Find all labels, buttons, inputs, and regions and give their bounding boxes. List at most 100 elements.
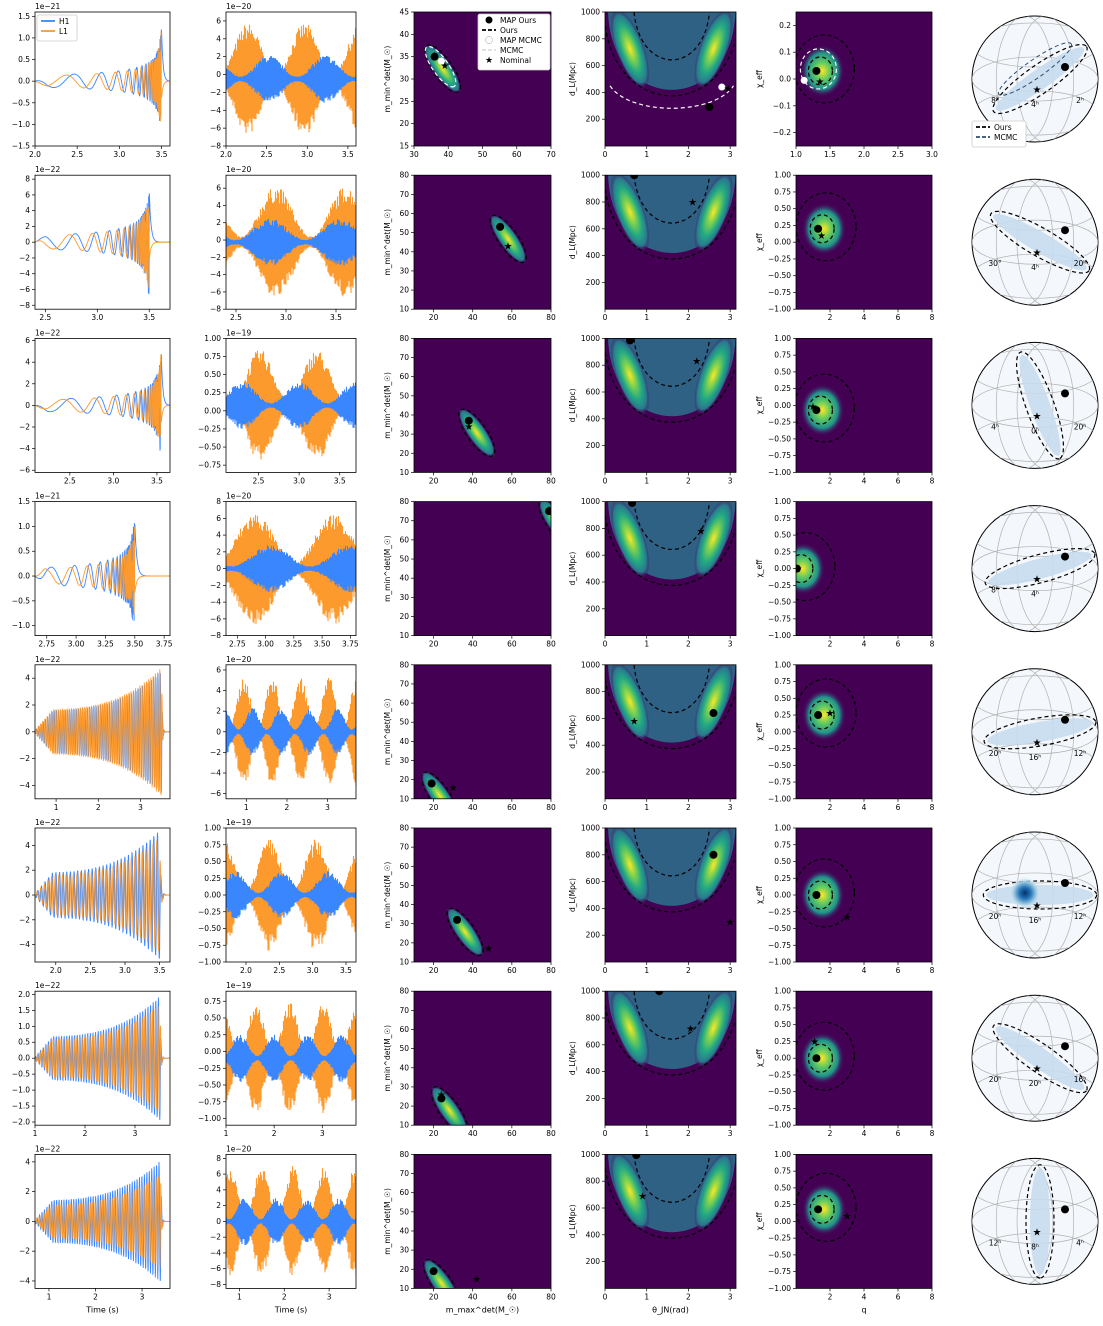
h1-series <box>226 708 356 756</box>
x-tick-label: 2 <box>686 313 691 322</box>
series-group <box>35 832 170 959</box>
map-ours-marker <box>812 66 821 75</box>
y-tick-label: −0.50 <box>768 1087 791 1096</box>
x-tick-label: 3.5 <box>342 150 354 159</box>
sky-density <box>1009 877 1041 909</box>
x-axis-label: Time (s) <box>85 1305 119 1314</box>
axes-frame <box>225 337 357 473</box>
map-ours-marker <box>630 175 639 180</box>
y-tick-label: −4 <box>19 940 30 949</box>
y-tick-label: −8 <box>210 631 221 640</box>
exponent-label: 1e−22 <box>35 818 60 827</box>
map-ours-marker <box>814 224 823 233</box>
x-tick-label: 20 <box>429 803 439 812</box>
h1-series <box>226 545 356 593</box>
x-tick-label: 8 <box>930 1129 935 1138</box>
latitude-line <box>972 1069 1098 1115</box>
y-tick-label: 40 <box>399 1226 409 1235</box>
x-tick-label: 1 <box>644 150 649 159</box>
heatmap-layer: ★ <box>796 858 855 928</box>
nominal-marker: ★ <box>1033 248 1042 259</box>
y-tick-label: 800 <box>586 198 601 207</box>
heatmap-layer: ★ <box>446 906 493 957</box>
y-tick-label: 2 <box>216 707 221 716</box>
mcmc-contour <box>998 42 1072 96</box>
x-tick-label: 3.0 <box>301 150 313 159</box>
axes-frame <box>34 501 171 637</box>
y-tick-label: −4 <box>19 781 30 790</box>
latitude-line <box>972 56 1098 102</box>
heatmap-layer: ★ <box>605 175 736 260</box>
ours-contour <box>430 1086 469 1126</box>
x-tick-label: 1 <box>244 803 249 812</box>
x-tick-label: 80 <box>546 1292 556 1301</box>
x-tick-label: 3.0 <box>926 150 938 159</box>
y-tick-label: 4 <box>25 841 30 850</box>
y-tick-label: 10 <box>399 794 409 803</box>
y-tick-label: 1.00 <box>774 171 791 180</box>
y-tick-label: −0.25 <box>768 418 791 427</box>
x-tick-label: 70 <box>546 150 556 159</box>
x-tick-label: 3 <box>728 1129 733 1138</box>
y-axis-label: d_L(Mpc) <box>568 62 577 96</box>
y-axis-label: χ_eff <box>755 396 764 415</box>
y-tick-label: 0.75 <box>774 351 791 360</box>
map-ours-marker <box>1061 63 1069 71</box>
y-axis-label: χ_eff <box>755 1212 764 1231</box>
y-tick-label: 6 <box>216 1170 221 1179</box>
x-tick-label: 40 <box>468 640 478 649</box>
y-tick-label: −1.00 <box>768 1284 791 1293</box>
x-tick-label: 2.75 <box>229 640 246 649</box>
x-tick-label: 20 <box>429 640 439 649</box>
y-tick-label: 0 <box>25 891 30 900</box>
y-tick-label: −0.25 <box>198 424 221 433</box>
y-tick-label: 6 <box>216 184 221 193</box>
y-tick-label: 200 <box>586 931 601 940</box>
mcmc-contour <box>799 48 838 90</box>
x-tick-label: 3 <box>728 476 733 485</box>
x-tick-label: 2.0 <box>29 150 41 159</box>
y-tick-label: 70 <box>399 516 409 525</box>
y-tick-label: 0.75 <box>774 1167 791 1176</box>
y-tick-label: 1.00 <box>774 497 791 506</box>
series-group <box>35 997 170 1121</box>
x-tick-label: 1 <box>644 1292 649 1301</box>
x-tick-label: 60 <box>507 966 517 975</box>
y-tick-label: 1000 <box>581 1150 600 1159</box>
h1-series <box>226 871 356 919</box>
y-tick-label: 70 <box>399 190 409 199</box>
posterior-mode-right <box>693 12 733 89</box>
x-tick-label: 20 <box>429 1129 439 1138</box>
nominal-marker: ★ <box>545 505 554 516</box>
y-tick-label: 200 <box>586 768 601 777</box>
y-tick-label: 60 <box>399 1188 409 1197</box>
y-tick-label: −1.00 <box>198 958 221 967</box>
x-tick-label: 3 <box>327 1292 332 1301</box>
y-tick-label: 8 <box>25 175 30 184</box>
y-tick-label: 4 <box>25 358 30 367</box>
x-tick-label: 80 <box>546 313 556 322</box>
ours-contour <box>1025 1164 1055 1279</box>
y-tick-label: −0.75 <box>768 614 791 623</box>
sky-grid-label: 0ʰ <box>1031 426 1039 435</box>
y-tick-label: −4 <box>210 1248 221 1257</box>
map-ours-marker <box>709 709 718 718</box>
x-tick-label: 3 <box>133 1129 138 1138</box>
latitude-line <box>972 675 1098 721</box>
map-ours-marker <box>453 915 462 924</box>
y-tick-label: −2 <box>19 423 30 432</box>
ours-contour <box>605 15 736 97</box>
x-tick-label: 1 <box>644 803 649 812</box>
y-tick-label: 0.0 <box>18 1054 30 1063</box>
y-tick-label: 1.00 <box>774 334 791 343</box>
y-tick-label: 80 <box>399 334 409 343</box>
posterior-density <box>800 869 845 921</box>
sky-grid-label: 20ʰ <box>1074 422 1087 431</box>
y-tick-label: 2 <box>25 866 30 875</box>
y-tick-label: 6 <box>216 514 221 523</box>
heatmap-layer: ★ <box>796 678 857 748</box>
y-tick-label: −1.0 <box>12 120 30 129</box>
x-tick-label: 1 <box>33 1129 38 1138</box>
y-tick-label: 0.50 <box>774 857 791 866</box>
